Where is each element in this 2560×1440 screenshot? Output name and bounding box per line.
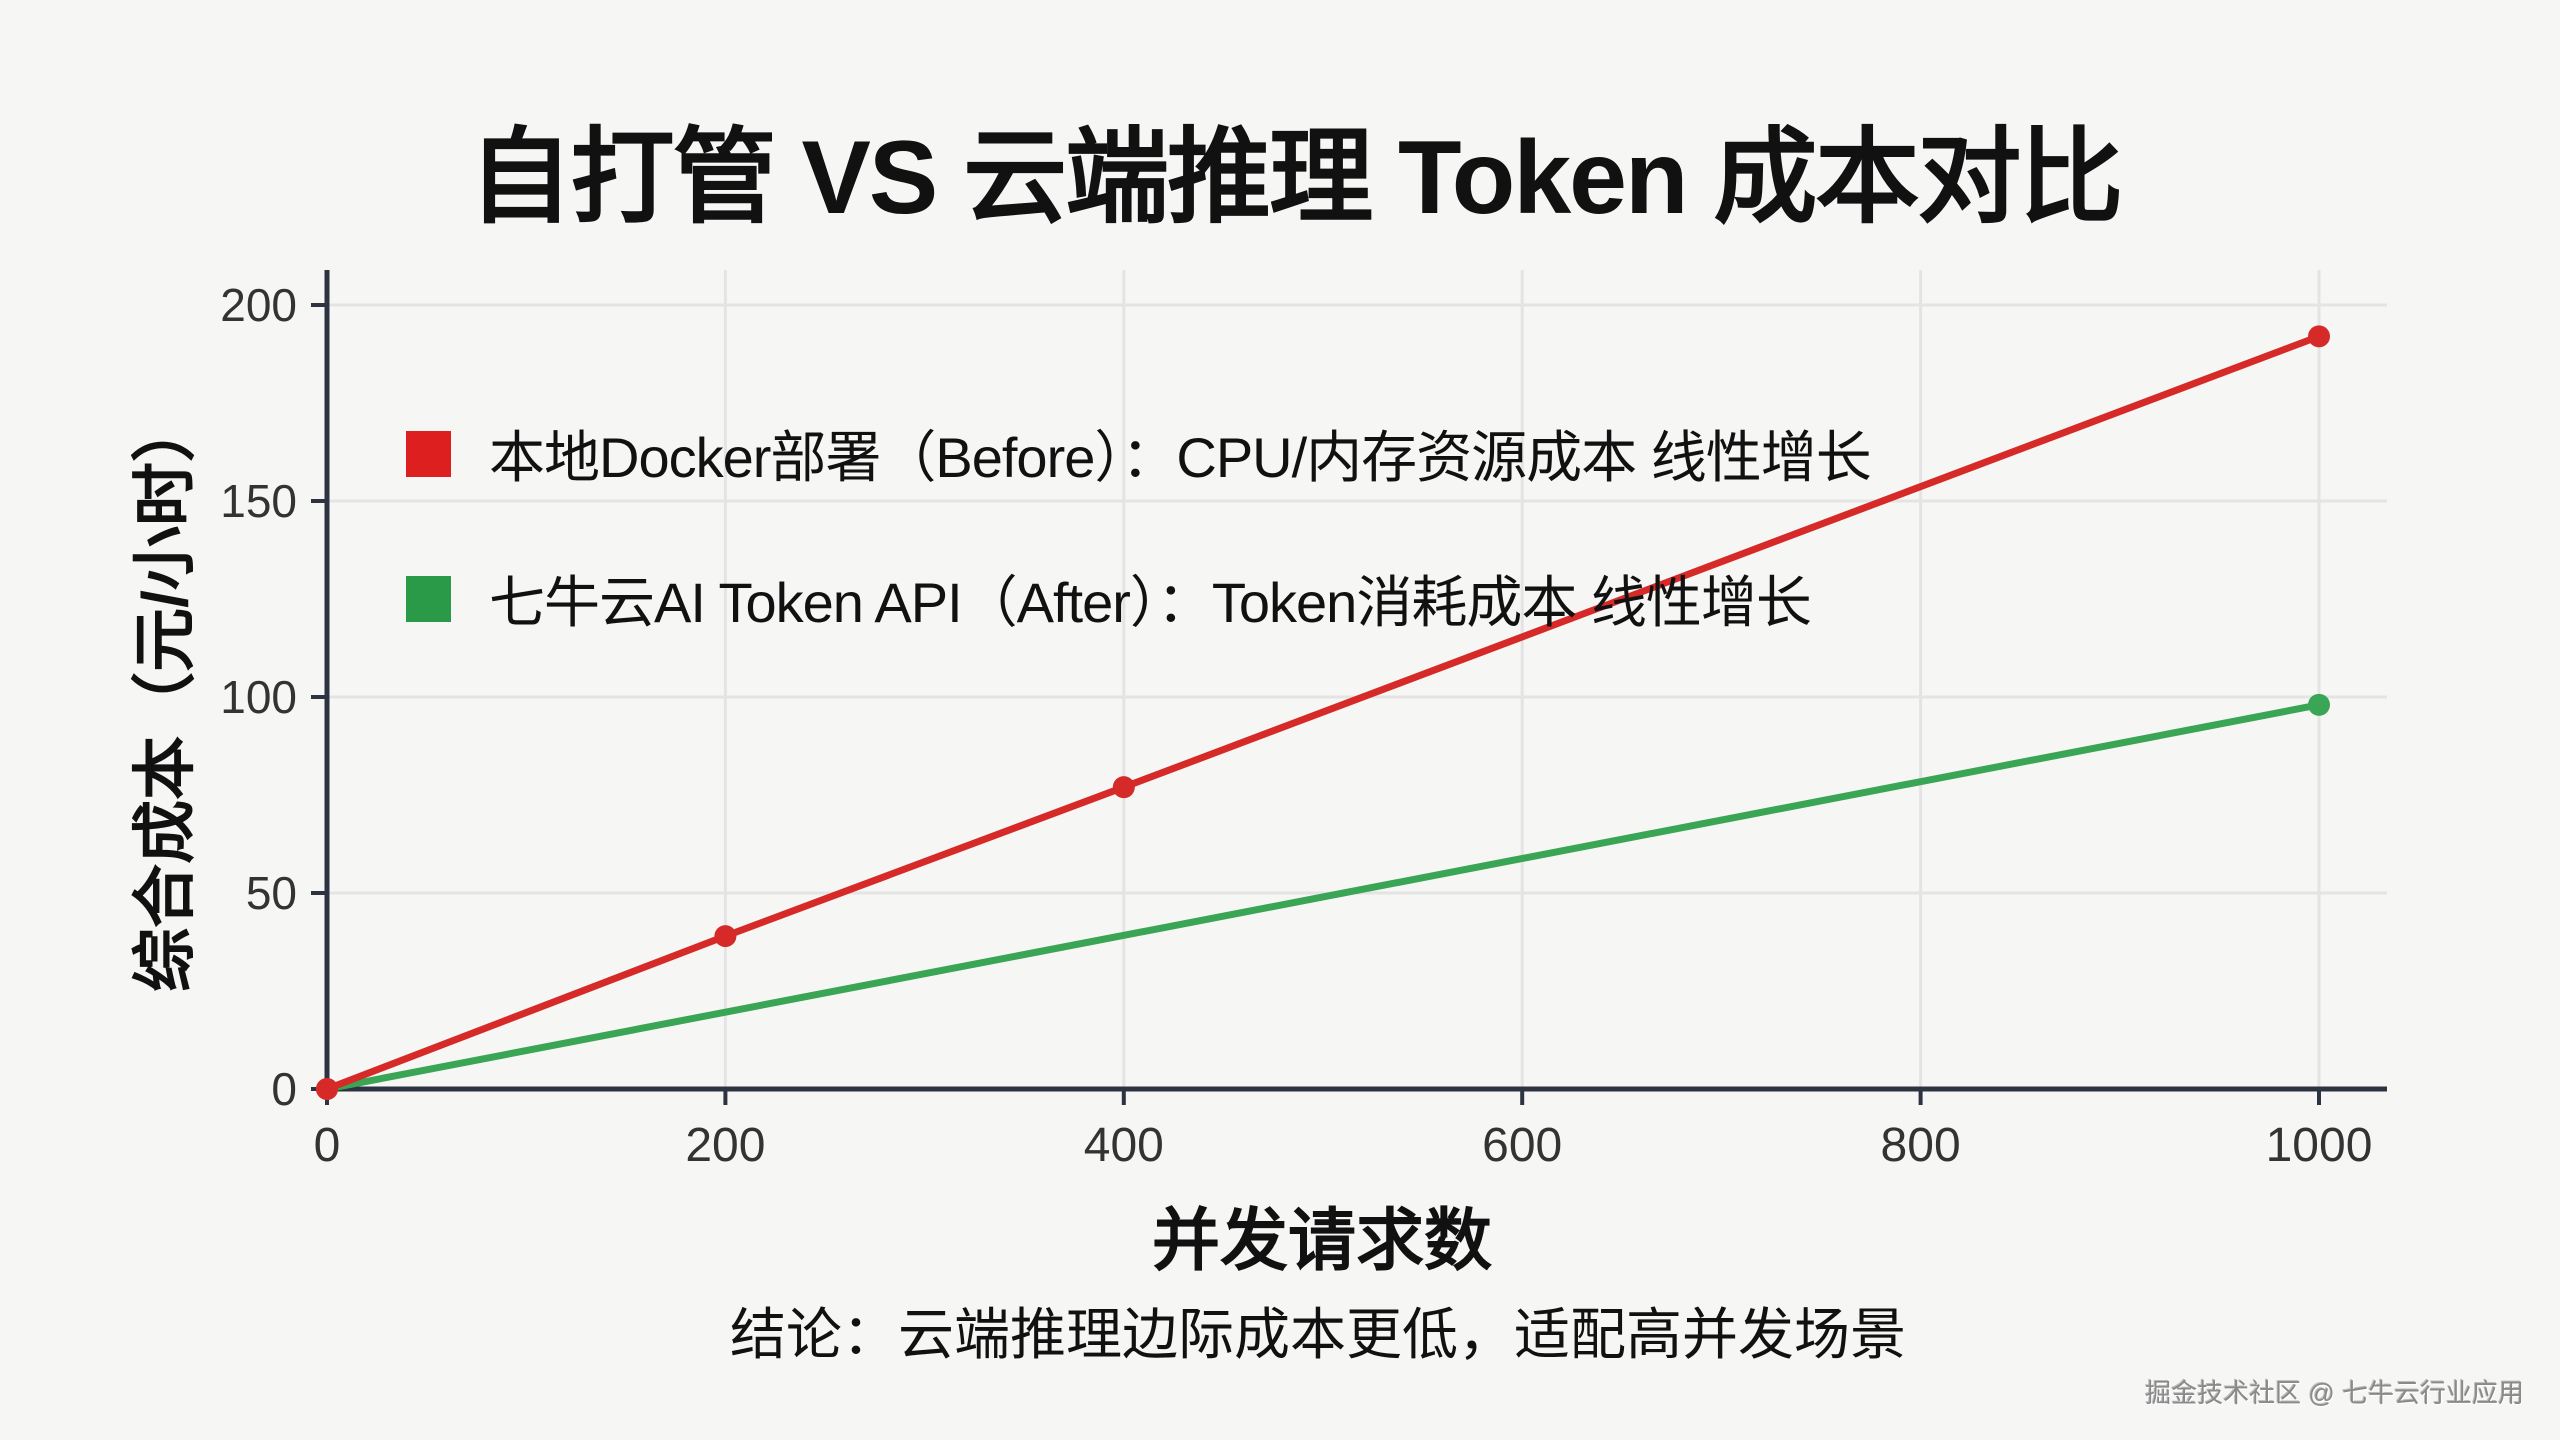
- legend-swatch-red-icon: [406, 430, 451, 477]
- x-tick-label: 200: [685, 1119, 765, 1172]
- y-axis-label: 综合成本（元/小时）: [129, 398, 201, 992]
- axes: [311, 270, 2387, 1105]
- y-tick-label: 200: [220, 279, 297, 331]
- data-point-marker: [316, 1078, 338, 1100]
- x-tick-label: 0: [314, 1119, 341, 1172]
- series-line: [323, 701, 2323, 1093]
- conclusion-text: 结论：云端推理边际成本更低，适配高并发场景: [730, 1303, 1906, 1366]
- series-lines: [316, 325, 2330, 1100]
- x-axis-label: 并发请求数: [1151, 1203, 1493, 1279]
- y-tick-label: 50: [246, 867, 297, 919]
- gridlines: [327, 270, 2387, 1089]
- x-tick-label: 400: [1084, 1119, 1164, 1172]
- chart-title: 自打管 VS 云端推理 Token 成本对比: [468, 120, 2124, 236]
- data-point-marker: [714, 925, 737, 948]
- watermark: 掘金技术社区 @ 七牛云行业应用: [2145, 1378, 2524, 1408]
- data-point-marker: [1112, 776, 1135, 799]
- y-tick-label: 100: [220, 671, 297, 723]
- legend-item-qiniu: 七牛云AI Token API（After）：Token消耗成本 线性增长: [406, 558, 1812, 639]
- series-line: [323, 332, 2323, 1093]
- data-point-marker: [2308, 325, 2330, 348]
- y-tick-label: 150: [220, 475, 297, 527]
- x-tick-label: 1000: [2266, 1119, 2373, 1172]
- tick-labels: 0 50 100 150 200 0 200 400 600 800 1000: [220, 279, 2372, 1172]
- y-tick-label: 0: [271, 1063, 297, 1115]
- legend-label: 本地Docker部署（Before）：CPU/内存资源成本 线性增长: [489, 426, 1872, 489]
- x-tick-label: 800: [1881, 1119, 1961, 1172]
- x-tick-label: 600: [1482, 1119, 1562, 1172]
- legend-label: 七牛云AI Token API（After）：Token消耗成本 线性增长: [489, 571, 1812, 634]
- data-point-marker: [2308, 693, 2330, 716]
- legend-swatch-green-icon: [406, 575, 451, 622]
- legend-item-docker: 本地Docker部署（Before）：CPU/内存资源成本 线性增长: [406, 413, 1872, 494]
